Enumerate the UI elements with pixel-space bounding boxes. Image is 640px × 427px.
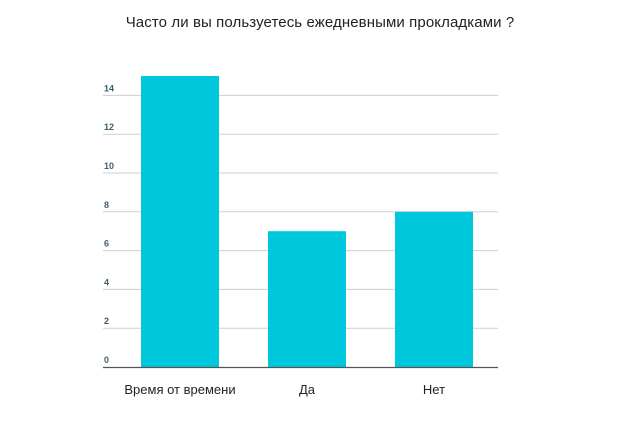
y-tick-labels: 0 2 4 6 8 10 12 14 (104, 83, 114, 365)
y-tick-label: 8 (104, 200, 109, 210)
y-tick-label: 14 (104, 83, 114, 93)
category-labels: Время от времени Да Нет (124, 382, 445, 397)
bar (395, 211, 473, 367)
y-tick-label: 2 (104, 316, 109, 326)
y-tick-label: 4 (104, 277, 109, 287)
chart-title: Часто ли вы пользуетесь ежедневными прок… (125, 14, 515, 31)
y-tick-label: 6 (104, 239, 109, 249)
bar (268, 231, 346, 367)
category-label: Нет (423, 382, 445, 397)
y-tick-label: 10 (104, 161, 114, 171)
category-label: Время от времени (124, 382, 235, 397)
category-label: Да (299, 382, 316, 397)
bar (141, 76, 219, 367)
bars (141, 76, 473, 367)
y-tick-label: 12 (104, 122, 114, 132)
y-tick-label: 0 (104, 355, 109, 365)
